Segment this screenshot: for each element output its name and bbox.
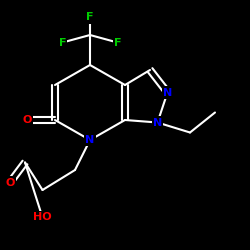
Text: O: O <box>23 115 32 125</box>
Text: F: F <box>59 38 66 48</box>
Text: F: F <box>86 12 94 22</box>
Text: N: N <box>163 88 172 98</box>
Text: HO: HO <box>33 212 52 222</box>
Text: N: N <box>86 135 94 145</box>
Text: O: O <box>5 178 15 188</box>
Text: N: N <box>153 118 162 128</box>
Text: F: F <box>114 38 121 48</box>
